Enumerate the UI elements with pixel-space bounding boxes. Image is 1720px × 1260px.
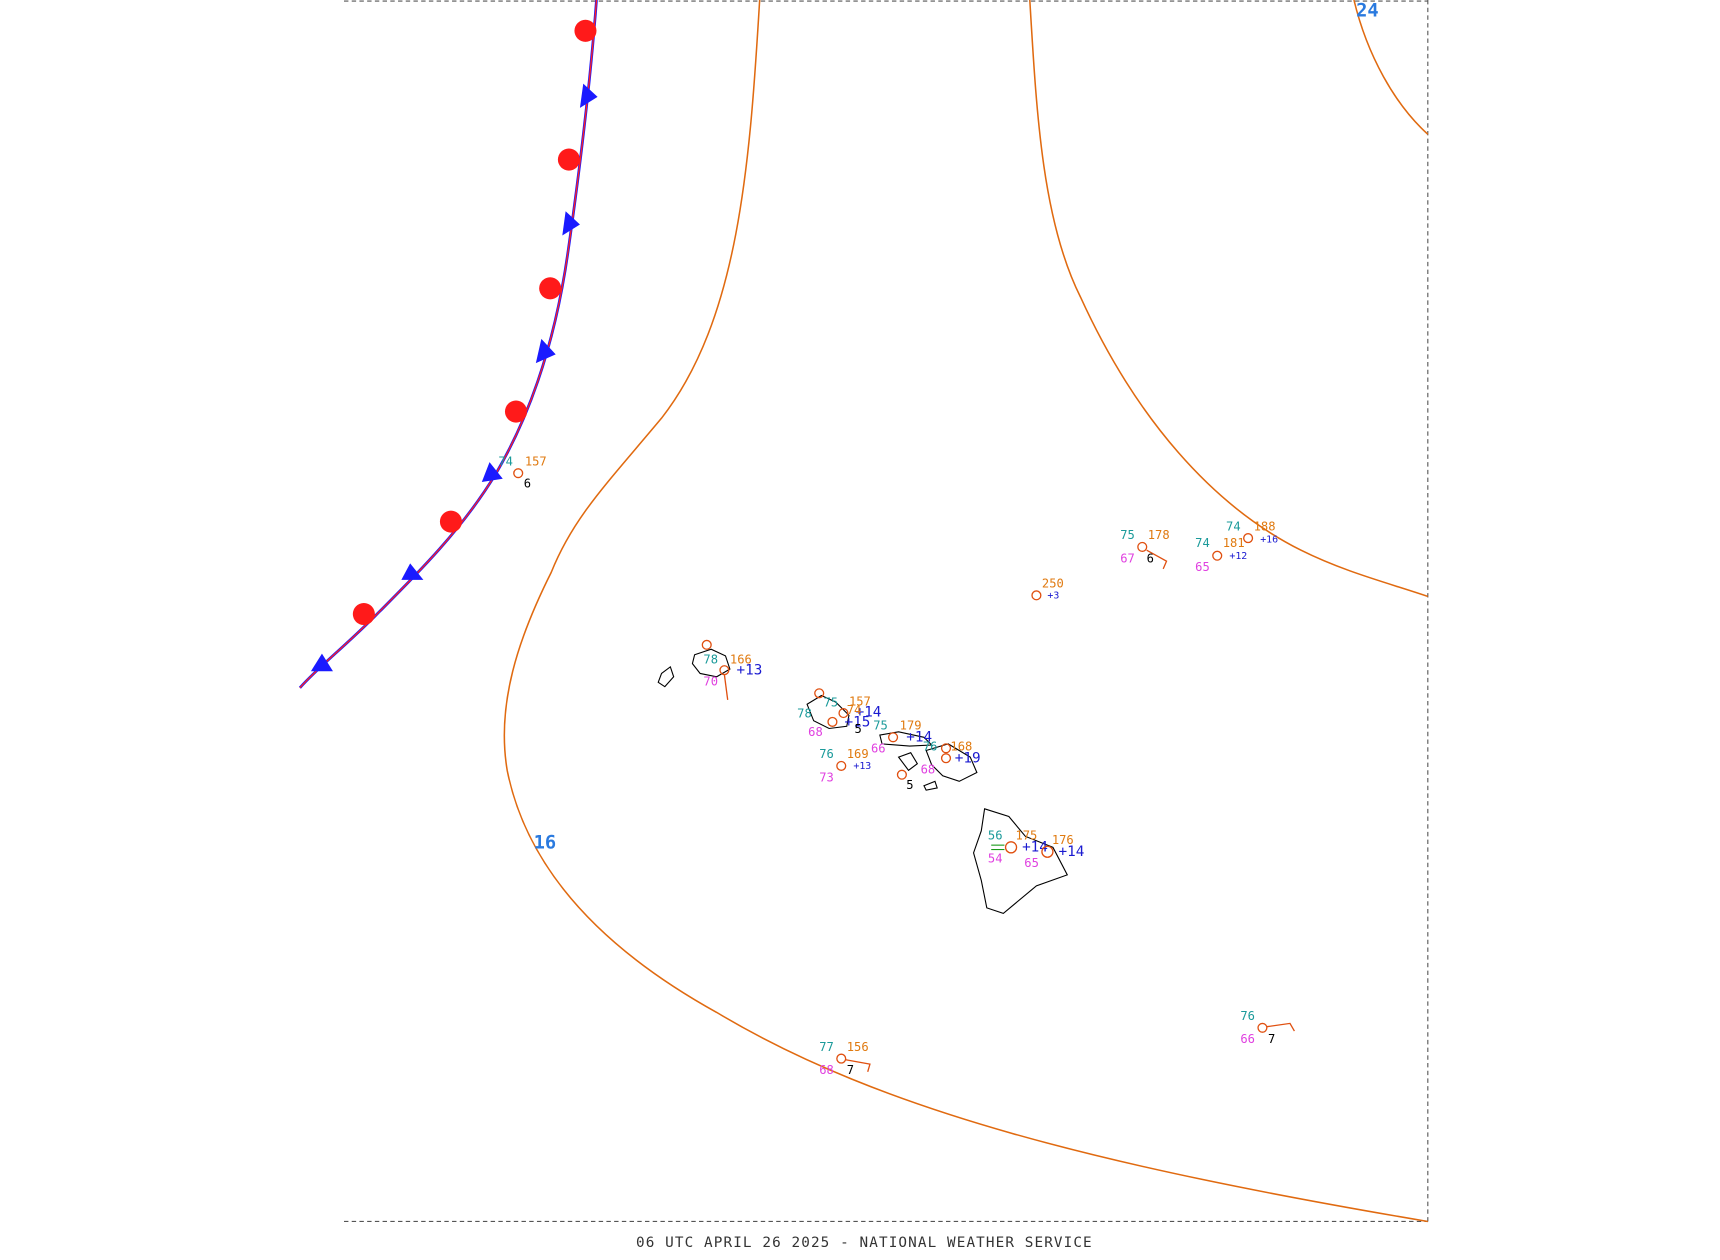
pressure: 166 — [730, 653, 752, 667]
pressure: 168 — [950, 740, 972, 754]
pressure: 188 — [1254, 519, 1276, 533]
islands — [657, 648, 1069, 914]
station: 56 175 54 +14 — [988, 829, 1048, 866]
pressure: 156 — [847, 1040, 869, 1054]
tendency: +14 — [1058, 844, 1084, 860]
dewpoint: 73 — [819, 770, 834, 784]
station: 78 157 68 +14 — [797, 688, 882, 739]
other: 6 — [1147, 551, 1154, 565]
dewpoint: 54 — [988, 852, 1003, 866]
station: 74 181 65 +12 — [1195, 536, 1247, 574]
pressure: 178 — [1148, 528, 1170, 542]
isobar — [503, 0, 1428, 1223]
station: 78 166 70 +13 — [701, 639, 763, 700]
dewpoint: 68 — [808, 725, 823, 739]
station: 250 +3 — [1031, 577, 1064, 602]
tendency: +3 — [1047, 591, 1059, 602]
temp: 74 — [1226, 519, 1241, 533]
pressure: 169 — [847, 747, 869, 761]
pressure: 181 — [1223, 536, 1245, 550]
other: 5 — [854, 722, 861, 736]
other: 7 — [1268, 1032, 1275, 1046]
dewpoint: 66 — [871, 742, 886, 756]
temp: 76 — [819, 747, 834, 761]
dewpoint: 68 — [819, 1063, 834, 1077]
dewpoint: 70 — [703, 675, 718, 689]
pressure: 250 — [1042, 577, 1064, 591]
isobar — [1029, 0, 1429, 598]
dewpoint: 68 — [921, 763, 936, 777]
tendency: +14 — [856, 704, 882, 720]
station-models: 74 157 6 75 178 67 6 74 181 65 +12 74 18… — [498, 454, 1295, 1077]
station: 75 74 +15 5 — [824, 695, 871, 735]
tendency: +16 — [1260, 535, 1278, 546]
pressure: 157 — [849, 694, 871, 708]
other: 6 — [524, 477, 531, 491]
temp: 76 — [923, 740, 938, 754]
station: 176 65 +14 — [1024, 833, 1084, 870]
stationary-front — [298, 0, 598, 689]
other: 5 — [906, 778, 913, 792]
other: 7 — [847, 1063, 854, 1077]
station: 77 156 68 7 — [819, 1040, 871, 1077]
temp: 78 — [703, 653, 718, 667]
tendency: +14 — [906, 730, 932, 746]
tendency: +15 — [845, 714, 871, 730]
isobars: 16 24 — [503, 0, 1429, 1223]
station: 76 168 68 +19 5 — [896, 740, 981, 792]
map-border — [344, 0, 1429, 1223]
pressure: 175 — [1015, 829, 1037, 843]
tendency: +12 — [1229, 551, 1247, 562]
dewpoint: 65 — [1024, 856, 1039, 870]
station: 74 157 6 — [498, 454, 546, 490]
pressure: 176 — [1052, 833, 1074, 847]
temp: 74 — [498, 454, 513, 468]
temp: 75 — [824, 695, 839, 709]
station: 75 179 66 +14 — [871, 719, 932, 756]
station: 75 178 67 6 — [1120, 528, 1170, 570]
tendency: +13 — [737, 663, 763, 679]
temp: 75 — [1120, 528, 1135, 542]
temp: 74 — [1195, 536, 1210, 550]
dewpoint: 67 — [1120, 551, 1135, 565]
isobar — [1353, 0, 1429, 135]
tendency: +13 — [853, 761, 871, 772]
temp: 56 — [988, 829, 1003, 843]
temp: 76 — [1240, 1009, 1255, 1023]
dewpoint: 66 — [1240, 1032, 1255, 1046]
temp: 75 — [873, 719, 888, 733]
tendency: +19 — [955, 751, 981, 767]
isobar-label: 16 — [534, 832, 557, 853]
pressure: 157 — [525, 454, 547, 468]
dewpoint: 65 — [1195, 560, 1210, 574]
station: 74 188 +16 — [1226, 519, 1278, 545]
station: 76 66 7 — [1240, 1009, 1295, 1046]
pressure: 179 — [900, 719, 922, 733]
station: 76 169 73 +13 — [819, 747, 871, 784]
footer: 06 UTC APRIL 26 2025 - NATIONAL WEATHER … — [636, 1235, 1093, 1251]
isobar-label: 24 — [1356, 1, 1379, 22]
pressure: 74 — [847, 703, 862, 717]
temp: 77 — [819, 1040, 834, 1054]
temp: 78 — [797, 706, 812, 720]
